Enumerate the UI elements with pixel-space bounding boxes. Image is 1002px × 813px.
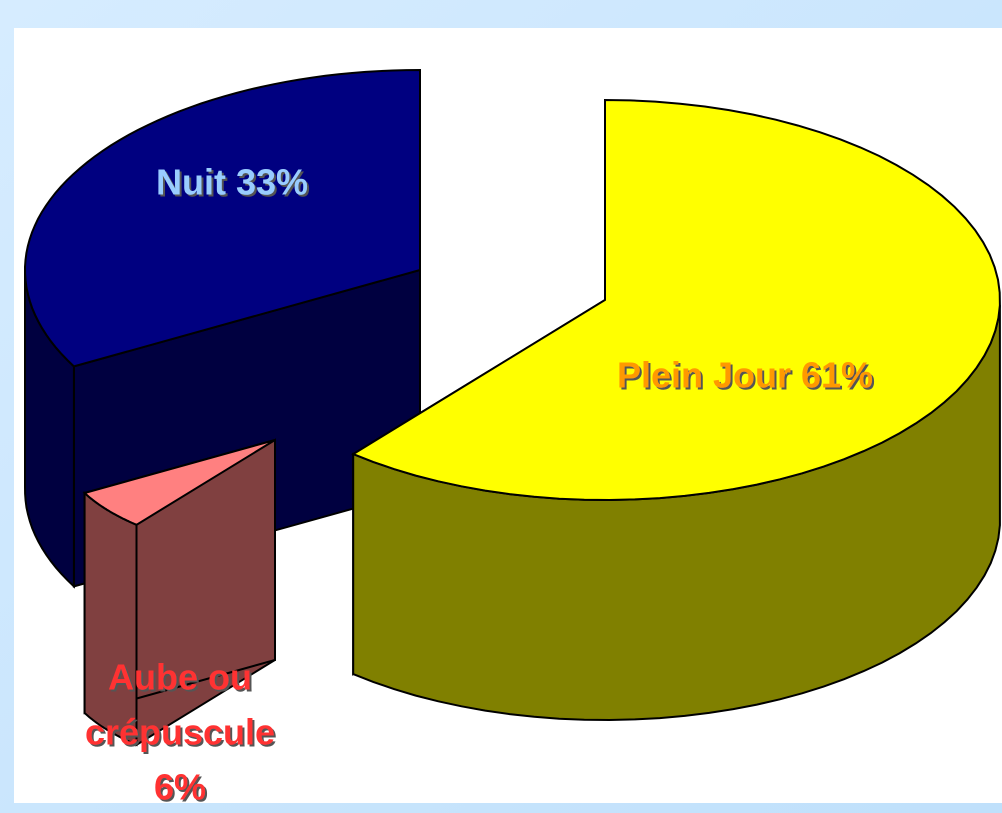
data-label: crépuscule xyxy=(85,712,275,753)
slice-wall xyxy=(83,490,138,747)
slice-top xyxy=(23,68,421,368)
data-label: Nuit 33% xyxy=(156,162,308,203)
slice-top xyxy=(350,98,1001,502)
data-label: 6% xyxy=(154,767,206,808)
slice-top xyxy=(82,439,276,526)
data-label: Plein Jour 61% xyxy=(617,355,873,396)
data-label: Aube ou xyxy=(108,657,252,698)
